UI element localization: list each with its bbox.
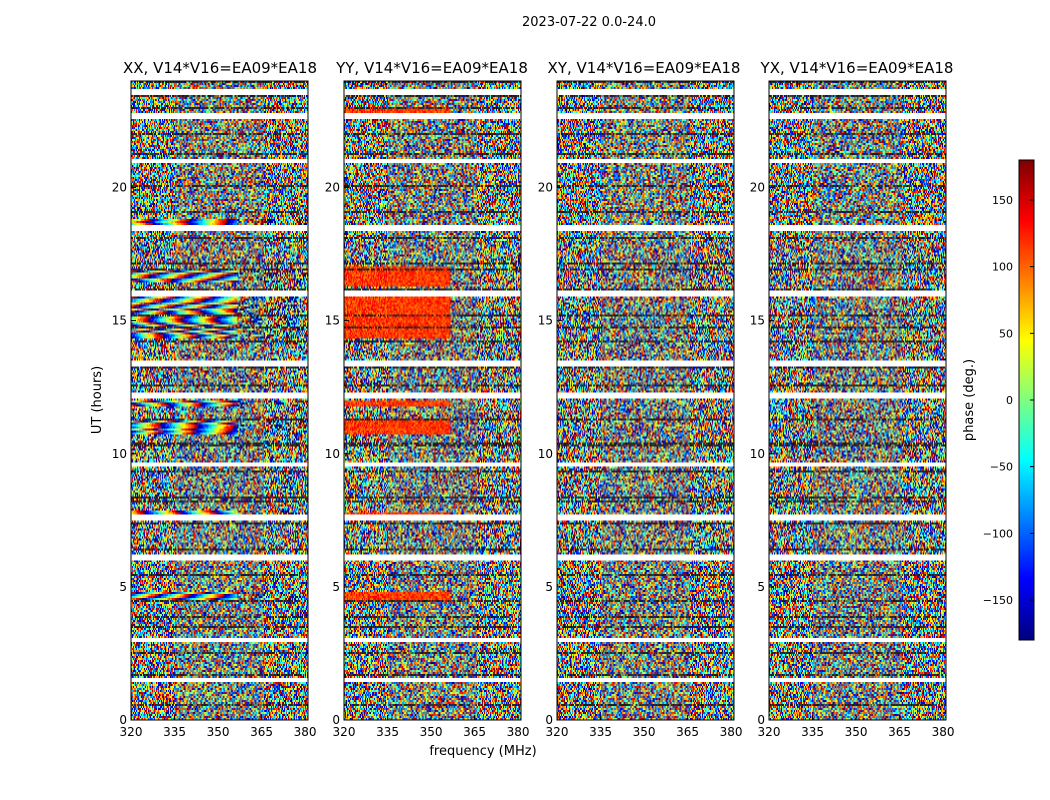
colorbar-tick-label: 50: [999, 327, 1013, 340]
x-tick-label: 365: [676, 725, 699, 739]
y-tick-label: 10: [112, 447, 127, 461]
x-tick-label: 380: [720, 725, 743, 739]
colorbar-ticks: −150 −100 −50 0 50 100 150: [983, 194, 1034, 607]
x-tick-label: 320: [333, 725, 356, 739]
y-tick-label: 10: [325, 447, 340, 461]
y-tick-label: 15: [750, 314, 765, 328]
x-tick-label: 380: [294, 725, 317, 739]
colorbar-tick-label: 100: [992, 261, 1013, 274]
heatmap-yy: [344, 81, 521, 720]
x-ticks-yy: 320 335 350 365 380: [333, 715, 530, 739]
y-tick-label: 0: [332, 713, 340, 727]
x-tick-label: 335: [376, 725, 399, 739]
y-tick-label: 20: [112, 181, 127, 195]
colorbar-tick-label: 0: [1006, 394, 1013, 407]
y-tick-label: 0: [757, 713, 765, 727]
x-tick-label: 365: [463, 725, 486, 739]
y-tick-label: 5: [332, 580, 340, 594]
panel-xx: XX, V14*V16=EA09*EA18 320 335 350 365 380 0 5…: [112, 59, 317, 739]
panel-frame-xx: [130, 80, 309, 721]
y-tick-label: 0: [119, 713, 127, 727]
panel-yy: YY, V14*V16=EA09*EA18 320 335 350 365 380 0 5…: [325, 59, 530, 739]
colorbar: −150 −100 −50 0 50 100 150: [983, 159, 1035, 641]
x-tick-label: 380: [507, 725, 530, 739]
y-tick-label: 5: [119, 580, 127, 594]
x-tick-label: 380: [932, 725, 955, 739]
y-tick-label: 10: [538, 447, 553, 461]
y-tick-label: 5: [757, 580, 765, 594]
y-tick-label: 20: [538, 181, 553, 195]
figure-suptitle: 2023-07-22 0.0-24.0: [522, 15, 656, 30]
colorbar-tick-label: −100: [983, 527, 1013, 540]
colorbar-tick-label: −50: [990, 461, 1013, 474]
panel-title-yy: YY, V14*V16=EA09*EA18: [335, 59, 528, 77]
y-tick-label: 5: [545, 580, 553, 594]
heatmap-xy: [557, 81, 734, 720]
x-tick-label: 350: [845, 725, 868, 739]
x-ticks-yx: 320 335 350 365 380: [758, 715, 955, 739]
colorbar-label: phase (deg.): [962, 359, 977, 441]
y-ticks-xy: 0 5 10 15 20: [538, 181, 562, 727]
x-tick-label: 350: [207, 725, 230, 739]
y-tick-label: 0: [545, 713, 553, 727]
panel-title-xx: XX, V14*V16=EA09*EA18: [123, 59, 317, 77]
x-axis-label: frequency (MHz): [429, 744, 536, 759]
x-tick-label: 320: [120, 725, 143, 739]
y-tick-label: 15: [538, 314, 553, 328]
heatmap-yx: [769, 81, 946, 720]
panel-xy: XY, V14*V16=EA09*EA18 320 335 350 365 380 0 5…: [538, 59, 743, 739]
x-tick-label: 335: [589, 725, 612, 739]
x-tick-label: 350: [633, 725, 656, 739]
x-tick-label: 365: [250, 725, 273, 739]
x-ticks-xy: 320 335 350 365 380: [546, 715, 743, 739]
heatmap-xx: [131, 81, 308, 720]
y-tick-label: 20: [325, 181, 340, 195]
y-ticks-yx: 0 5 10 15 20: [750, 181, 774, 727]
x-tick-label: 335: [163, 725, 186, 739]
x-tick-label: 335: [801, 725, 824, 739]
y-ticks-yy: 0 5 10 15 20: [325, 181, 349, 727]
panel-title-xy: XY, V14*V16=EA09*EA18: [548, 59, 741, 77]
x-ticks-xx: 320 335 350 365 380: [120, 715, 317, 739]
panel-frame-yx: [768, 80, 947, 721]
x-tick-label: 320: [546, 725, 569, 739]
colorbar-gradient: [1019, 160, 1034, 640]
panel-yx: YX, V14*V16=EA09*EA18 320 335 350 365 380 0 5…: [750, 59, 955, 739]
y-tick-label: 10: [750, 447, 765, 461]
panel-title-yx: YX, V14*V16=EA09*EA18: [760, 59, 954, 77]
panel-frame-yy: [343, 80, 522, 721]
colorbar-tick-label: −150: [983, 594, 1013, 607]
y-tick-label: 20: [750, 181, 765, 195]
x-tick-label: 350: [420, 725, 443, 739]
x-tick-label: 320: [758, 725, 781, 739]
y-axis-label: UT (hours): [90, 366, 105, 434]
x-tick-label: 365: [888, 725, 911, 739]
panel-frame-xy: [556, 80, 735, 721]
y-ticks-xx: 0 5 10 15 20: [112, 181, 136, 727]
y-tick-label: 15: [325, 314, 340, 328]
y-tick-label: 15: [112, 314, 127, 328]
colorbar-tick-label: 150: [992, 194, 1013, 207]
